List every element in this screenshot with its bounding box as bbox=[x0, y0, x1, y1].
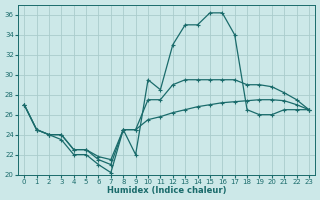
X-axis label: Humidex (Indice chaleur): Humidex (Indice chaleur) bbox=[107, 186, 226, 195]
